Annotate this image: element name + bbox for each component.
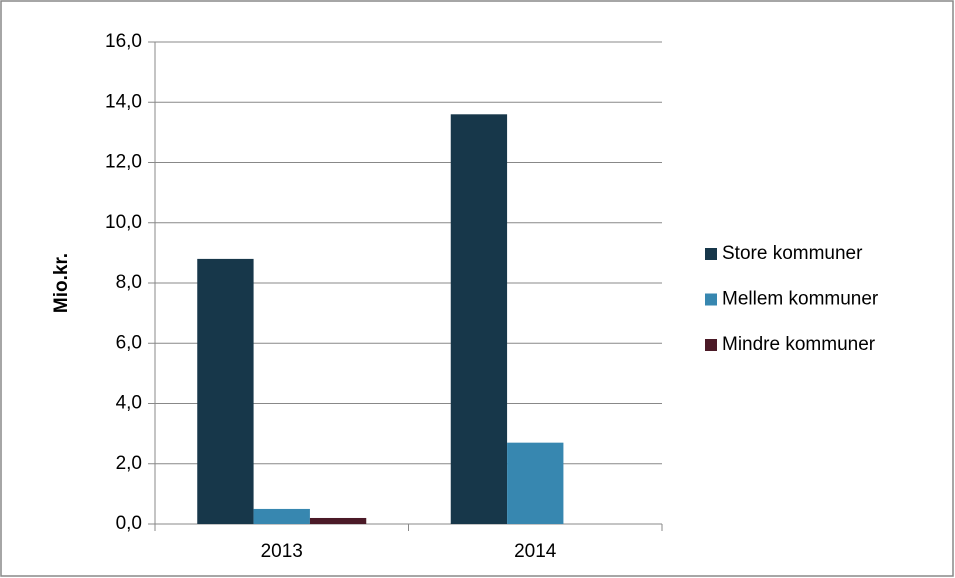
legend-label: Mellem kommuner xyxy=(722,289,879,310)
y-tick-label: 12,0 xyxy=(105,152,142,173)
y-axis-label: Mio.kr. xyxy=(51,253,72,313)
bar xyxy=(253,508,310,524)
legend-swatch xyxy=(705,339,717,351)
y-tick-label: 0,0 xyxy=(116,513,142,534)
legend-swatch xyxy=(705,248,717,260)
bar xyxy=(450,114,508,525)
legend-label: Mindre kommuner xyxy=(722,334,876,355)
y-tick-label: 14,0 xyxy=(105,91,142,112)
y-tick-label: 4,0 xyxy=(116,393,142,414)
legend-label: Store kommuner xyxy=(722,243,863,264)
y-tick-label: 2,0 xyxy=(116,453,142,474)
y-tick-label: 6,0 xyxy=(116,332,142,353)
y-tick-label: 8,0 xyxy=(116,272,142,293)
y-tick-label: 16,0 xyxy=(105,31,142,52)
bar xyxy=(197,258,254,524)
y-tick-label: 10,0 xyxy=(105,212,142,233)
x-tick-label: 2014 xyxy=(514,541,557,562)
legend-swatch xyxy=(705,293,717,306)
bar xyxy=(507,442,564,524)
x-tick-label: 2013 xyxy=(261,541,303,562)
bar xyxy=(309,517,367,524)
